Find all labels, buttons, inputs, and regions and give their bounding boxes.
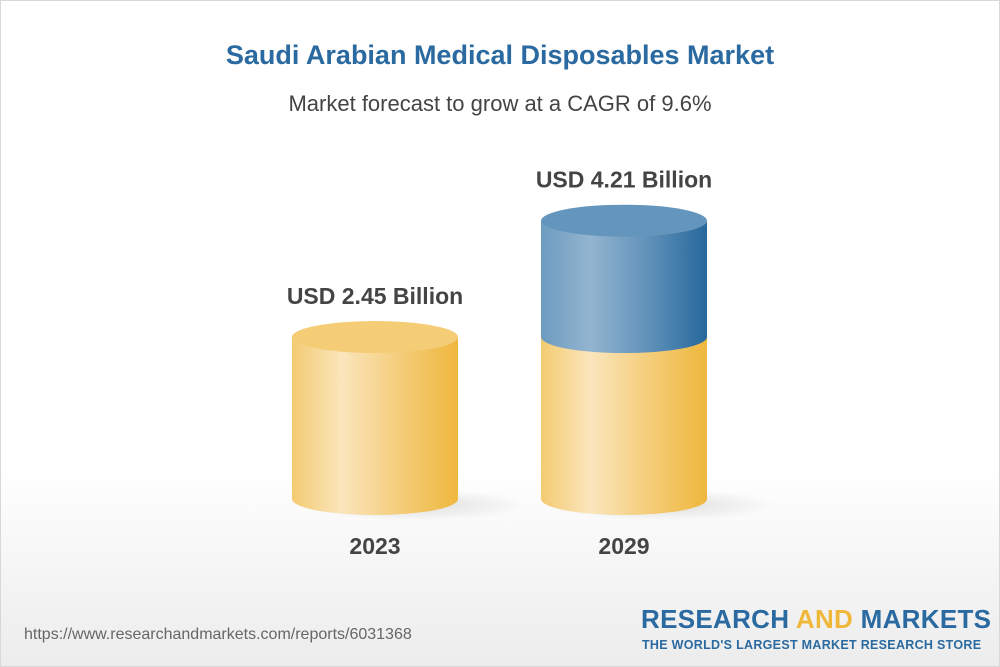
cylinder-chart: USD 2.45 Billion 2023 USD 4.21 Billion 2029	[287, 167, 777, 559]
data-label: USD 2.45 Billion	[287, 283, 463, 309]
chart-subtitle: Market forecast to grow at a CAGR of 9.6…	[288, 91, 712, 116]
logo-tagline: THE WORLD'S LARGEST MARKET RESEARCH STOR…	[642, 638, 982, 652]
category-label: 2029	[598, 533, 649, 559]
cylinder-top-2023	[292, 321, 458, 354]
cylinder-base-2029	[541, 337, 707, 515]
chart-title: Saudi Arabian Medical Disposables Market	[225, 40, 775, 70]
logo: RESEARCH AND MARKETS	[641, 604, 992, 634]
cylinder-growth-2029	[541, 220, 707, 354]
category-label: 2023	[349, 533, 400, 559]
data-label: USD 4.21 Billion	[536, 167, 712, 193]
cylinder-top-2029	[541, 204, 707, 237]
source-url[interactable]: https://www.researchandmarkets.com/repor…	[24, 626, 412, 643]
cylinder-base-2023	[292, 337, 458, 515]
